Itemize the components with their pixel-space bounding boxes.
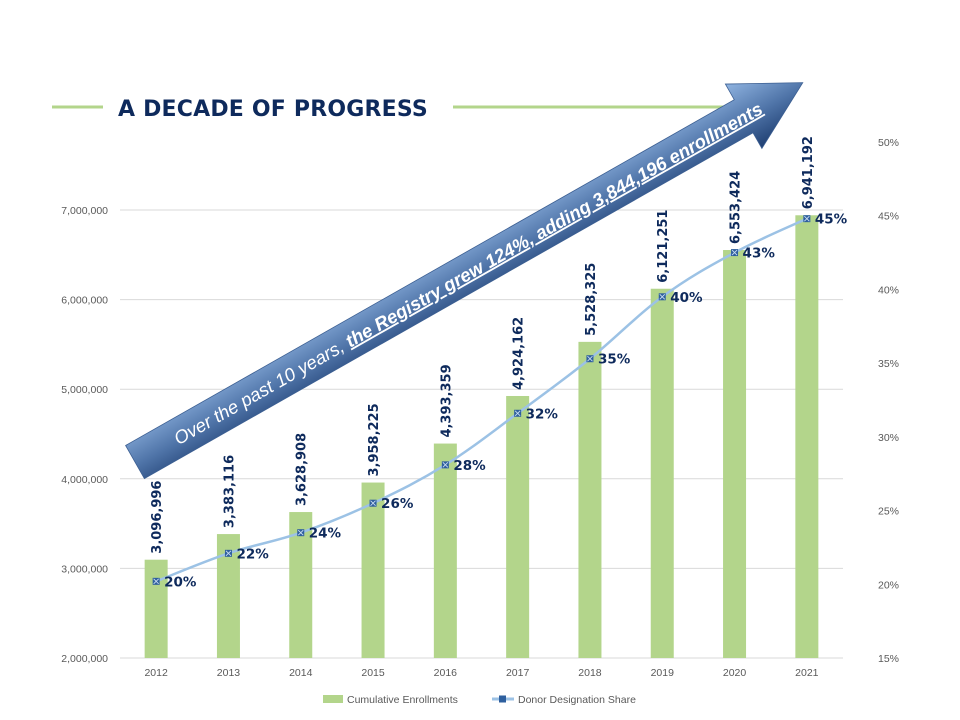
- x-tick-label: 2020: [723, 667, 747, 679]
- x-tick-label: 2018: [578, 667, 602, 679]
- bar-2017: [506, 395, 530, 658]
- marker-x: [804, 215, 810, 222]
- share-marker-2013: [224, 549, 232, 557]
- marker-x: [731, 249, 738, 256]
- share-labels: 20% 22% 24% 26% 28% 32% 35% 40% 43% 45%: [164, 212, 847, 591]
- y-right-tick-label: 20%: [878, 579, 899, 591]
- bar-value-label: 4,393,359: [439, 364, 454, 437]
- share-marker-2012: [152, 577, 160, 585]
- x-tick-label: 2021: [795, 667, 819, 679]
- y-left-tick-label: 4,000,000: [61, 474, 108, 486]
- legend-label-enrollments: Cumulative Enrollments: [347, 694, 458, 706]
- share-value-label: 40%: [670, 290, 703, 306]
- y-axis-right: 15% 20% 25% 30% 35% 40% 45% 50%: [878, 137, 899, 665]
- share-line: [152, 215, 811, 585]
- y-left-tick-label: 2,000,000: [61, 653, 108, 665]
- bar-value-label: 5,528,325: [584, 263, 599, 336]
- y-axis-left: 2,000,000 3,000,000 4,000,000 5,000,000 6,00…: [61, 205, 108, 665]
- bar-2016: [433, 443, 457, 658]
- share-marker-2017: [514, 409, 522, 417]
- callout-text: Over the past 10 years, the Registry gre…: [170, 98, 766, 449]
- marker-x: [297, 529, 304, 536]
- marker-x: [659, 293, 666, 300]
- bar-value-label: 6,941,192: [801, 136, 816, 209]
- y-left-tick-label: 5,000,000: [61, 384, 108, 396]
- x-tick-label: 2012: [144, 667, 168, 679]
- x-tick-label: 2016: [434, 667, 458, 679]
- share-marker-2015: [369, 499, 377, 507]
- share-value-label: 43%: [743, 246, 776, 262]
- y-right-tick-label: 35%: [878, 358, 899, 370]
- page-title: A DECADE OF PROGRESS: [118, 97, 428, 122]
- share-value-label: 45%: [815, 212, 848, 228]
- bars: [144, 215, 819, 658]
- y-right-tick-label: 30%: [878, 432, 899, 444]
- marker-x: [587, 355, 593, 362]
- callout-text-bold: the Registry grew 124%, adding 3,844,196…: [342, 98, 766, 351]
- y-left-tick-label: 7,000,000: [61, 205, 108, 217]
- x-tick-label: 2013: [217, 667, 241, 679]
- share-value-label: 22%: [236, 546, 269, 562]
- x-tick-label: 2019: [651, 667, 675, 679]
- y-right-tick-label: 45%: [878, 211, 899, 223]
- bar-2012: [144, 559, 168, 658]
- bar-labels: 3,096,996 3,383,116 3,628,908 3,958,225 4,39…: [150, 136, 816, 554]
- bar-2019: [650, 288, 674, 658]
- x-tick-label: 2014: [289, 667, 313, 679]
- legend-label-share: Donor Designation Share: [518, 694, 636, 706]
- share-line-path: [155, 217, 808, 583]
- bar-value-label: 3,383,116: [222, 455, 237, 528]
- y-right-tick-label: 40%: [878, 284, 899, 296]
- bar-2015: [361, 482, 385, 658]
- bar-value-label: 6,121,251: [656, 210, 671, 283]
- bar-2021: [795, 215, 819, 658]
- share-value-label: 24%: [309, 526, 342, 542]
- marker-x: [370, 500, 376, 507]
- x-tick-label: 2015: [361, 667, 385, 679]
- y-left-tick-label: 6,000,000: [61, 295, 108, 307]
- bar-value-label: 3,096,996: [150, 481, 165, 554]
- share-marker-2020: [731, 249, 739, 257]
- share-value-label: 20%: [164, 574, 197, 590]
- share-marker-2016: [441, 461, 449, 469]
- share-marker-2019: [658, 293, 666, 301]
- bar-value-label: 3,628,908: [295, 433, 310, 506]
- x-tick-label: 2017: [506, 667, 530, 679]
- y-right-tick-label: 15%: [878, 653, 899, 665]
- callout-text-plain: Over the past 10 years,: [170, 333, 352, 449]
- x-axis: 2012 2013 2014 2015 2016 2017 2018 2019 2020 2021: [144, 667, 818, 679]
- arrow-shape: [125, 82, 804, 480]
- y-right-tick-label: 50%: [878, 137, 899, 149]
- marker-x: [442, 462, 449, 468]
- bar-2018: [578, 341, 602, 658]
- legend-swatch-enrollments: [323, 695, 343, 703]
- share-value-label: 28%: [453, 458, 486, 474]
- y-left-tick-label: 3,000,000: [61, 563, 108, 575]
- marker-x: [225, 550, 232, 557]
- marker-x: [514, 410, 521, 417]
- share-marker-2021: [803, 215, 811, 223]
- share-value-label: 32%: [526, 406, 559, 422]
- bar-value-label: 6,553,424: [729, 171, 744, 244]
- share-marker-2018: [586, 355, 594, 363]
- legend-swatch-share-marker: [499, 695, 506, 703]
- y-right-tick-label: 25%: [878, 506, 899, 518]
- share-value-label: 26%: [381, 496, 414, 512]
- bar-2013: [216, 534, 240, 658]
- bar-2014: [289, 512, 313, 658]
- marker-x: [153, 578, 159, 585]
- bar-value-label: 4,924,162: [512, 317, 527, 390]
- share-marker-2014: [297, 529, 305, 537]
- bar-value-label: 3,958,225: [367, 403, 382, 476]
- share-value-label: 35%: [598, 352, 631, 368]
- legend: Cumulative Enrollments Donor Designation…: [323, 694, 636, 706]
- bar-2020: [723, 250, 747, 658]
